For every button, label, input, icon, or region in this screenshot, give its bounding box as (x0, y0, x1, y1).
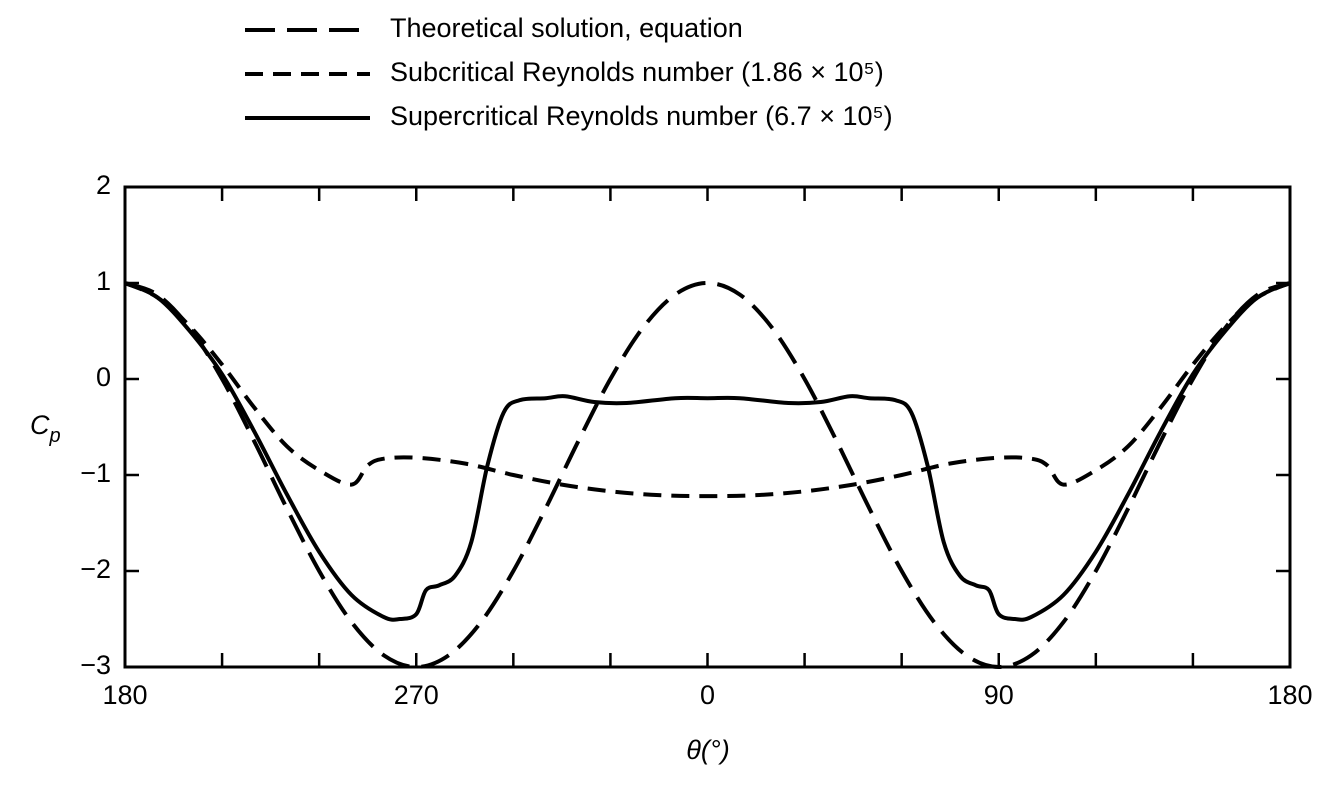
y-tick-label: 2 (96, 170, 111, 200)
y-tick-label: −1 (80, 458, 111, 488)
x-axis-label: θ(°) (686, 735, 729, 765)
x-tick-label: 270 (394, 680, 439, 710)
legend-label: Supercritical Reynolds number (6.7 × 10⁵… (390, 101, 893, 131)
legend-label: Subcritical Reynolds number (1.86 × 10⁵) (390, 57, 884, 87)
y-tick-label: −3 (80, 650, 111, 680)
data-line (124, 281, 1291, 499)
x-tick-label: 0 (700, 680, 715, 710)
y-axis-symbol: C (30, 410, 50, 440)
x-tick-label: 180 (1267, 680, 1312, 710)
x-tick-label: 90 (984, 680, 1014, 710)
y-axis-subscript: p (49, 425, 61, 447)
y-axis-label: Cp (30, 410, 61, 447)
plot-frame (123, 185, 1292, 669)
legend-label: Theoretical solution, equation (390, 13, 743, 43)
y-tick-label: 1 (96, 266, 111, 296)
y-tick-label: −2 (80, 554, 111, 584)
data-line (124, 281, 1291, 622)
y-tick-label: 0 (96, 362, 111, 392)
data-line (124, 280, 1291, 670)
x-tick-label: 180 (102, 680, 147, 710)
